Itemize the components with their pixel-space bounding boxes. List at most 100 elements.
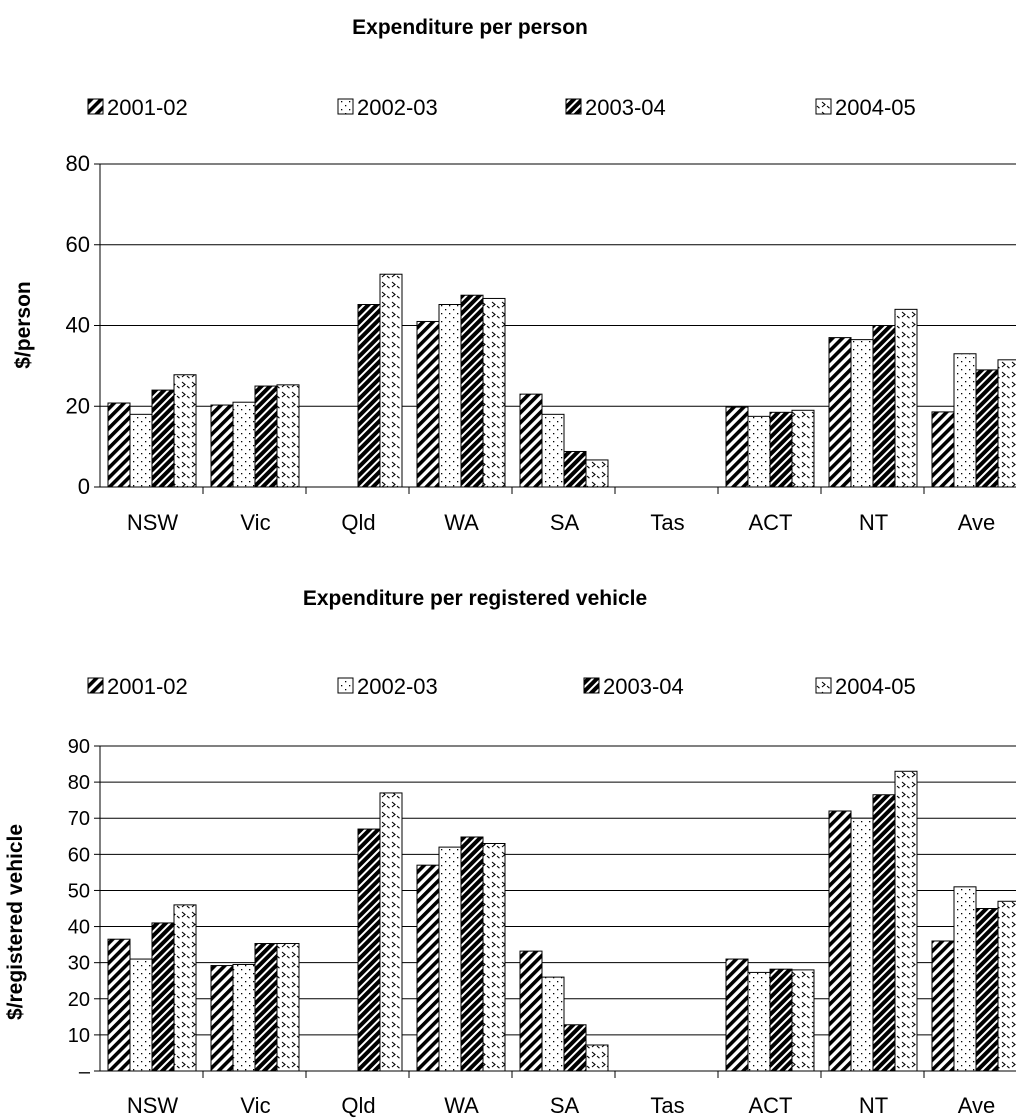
legend: 2001-02 2002-03 2003-04 2004-05 (87, 95, 916, 120)
x-category-label: SA (550, 510, 580, 535)
y-tick-label: 40 (66, 313, 90, 338)
x-category-label: WA (444, 1093, 479, 1118)
y-tick-label: – (79, 1061, 91, 1083)
bar-2001-02-WA (416, 320, 440, 488)
legend-item: 2004-05 (815, 95, 916, 120)
bar-2002-03-Vic (232, 401, 256, 488)
legend-swatch (337, 98, 354, 115)
y-tick-label: 20 (68, 989, 90, 1011)
bar-2002-03-NSW (129, 958, 153, 1072)
x-category-label: Ave (958, 1093, 996, 1118)
y-tick-label: 30 (68, 953, 90, 975)
bar-2003-04-Qld (357, 828, 381, 1072)
bar-2003-04-SA (563, 450, 587, 488)
bar-2004-05-NT (894, 770, 918, 1072)
y-tick-label: 60 (66, 232, 90, 257)
bar-2004-05-NSW (173, 374, 197, 488)
legend-item: 2003-04 (583, 674, 684, 699)
y-tick-label: 20 (66, 393, 90, 418)
x-category-label: SA (550, 1093, 580, 1118)
y-tick-label: 10 (68, 1025, 90, 1047)
bar-2003-04-Ave (975, 908, 999, 1072)
bar-2004-05-Vic (276, 384, 300, 488)
y-axis-title: $/registered vehicle (4, 824, 27, 1020)
x-category-label: Tas (650, 1093, 684, 1118)
legend-label: 2001-02 (107, 95, 188, 120)
bar-2002-03-ACT (747, 415, 771, 488)
y-tick-label: 90 (68, 736, 90, 758)
bar-2003-04-Ave (975, 369, 999, 488)
bar-2001-02-ACT (725, 958, 749, 1072)
bar-2004-05-NT (894, 308, 918, 488)
plot-area: 0 20 40 60 80 NSW Vic Qld WA SA Tas ACT NT Ave (66, 151, 1016, 535)
bar-2003-04-Vic (254, 943, 278, 1072)
legend-swatch (815, 98, 832, 115)
x-category-label: WA (444, 510, 479, 535)
x-category-label: NSW (127, 1093, 179, 1118)
bar-2001-02-NSW (107, 938, 131, 1072)
bar-2002-03-NT (850, 339, 874, 488)
y-axis-title: $/person (12, 281, 35, 369)
x-category-label: Tas (650, 510, 684, 535)
x-category-label: Qld (341, 1093, 375, 1118)
bar-2004-05-Qld (379, 792, 403, 1072)
bar-2004-05-WA (482, 297, 506, 488)
y-tick-label: 60 (68, 844, 90, 866)
bar-2001-02-SA (519, 393, 543, 488)
bar-2003-04-WA (460, 294, 484, 488)
bar-2003-04-WA (460, 836, 484, 1072)
legend-label: 2004-05 (835, 674, 916, 699)
bar-2003-04-NT (872, 325, 896, 488)
bar-2002-03-Ave (953, 886, 977, 1072)
legend-item: 2002-03 (337, 674, 438, 699)
bar-2004-05-ACT (791, 409, 815, 488)
bar-2003-04-NT (872, 794, 896, 1072)
x-category-label: Qld (341, 510, 375, 535)
legend-swatch (583, 677, 600, 694)
chart-expenditure-per-registered-vehicle: Expenditure per registered vehicle 2001-… (4, 587, 1016, 1118)
bar-2002-03-SA (541, 976, 565, 1072)
legend-label: 2002-03 (357, 95, 438, 120)
bar-2004-05-SA (585, 1044, 609, 1072)
bar-2002-03-WA (438, 846, 462, 1072)
y-tick-label: 0 (78, 474, 90, 499)
y-tick-label: 70 (68, 808, 90, 830)
y-tick-label: 80 (68, 772, 90, 794)
bar-2004-05-Ave (997, 359, 1016, 488)
legend-label: 2002-03 (357, 674, 438, 699)
bar-2001-02-WA (416, 864, 440, 1072)
bar-2002-03-NSW (129, 413, 153, 488)
y-tick-label: 40 (68, 917, 90, 939)
legend-label: 2001-02 (107, 674, 188, 699)
bar-2003-04-ACT (769, 968, 793, 1072)
legend-item: 2004-05 (815, 674, 916, 699)
bar-2001-02-Vic (210, 965, 234, 1072)
bar-2001-02-NSW (107, 402, 131, 488)
x-category-label: NT (859, 1093, 888, 1118)
bar-2002-03-WA (438, 304, 462, 488)
x-category-label: ACT (749, 510, 793, 535)
legend: 2001-02 2002-03 2003-04 2004-05 (87, 674, 916, 699)
bar-2003-04-ACT (769, 411, 793, 488)
legend-swatch (87, 677, 104, 694)
bar-2003-04-Qld (357, 304, 381, 488)
bar-2004-05-Qld (379, 273, 403, 488)
legend-swatch (815, 677, 832, 694)
legend-swatch (87, 98, 104, 115)
legend-label: 2004-05 (835, 95, 916, 120)
legend-label: 2003-04 (603, 674, 684, 699)
bar-2002-03-Ave (953, 353, 977, 488)
bar-2001-02-ACT (725, 406, 749, 488)
legend-swatch (565, 98, 582, 115)
legend-item: 2002-03 (337, 95, 438, 120)
x-category-label: ACT (749, 1093, 793, 1118)
y-tick-label: 50 (68, 880, 90, 902)
legend-item: 2001-02 (87, 674, 188, 699)
bar-2004-05-WA (482, 843, 506, 1072)
x-category-label: NSW (127, 510, 179, 535)
bar-2002-03-ACT (747, 971, 771, 1072)
bar-2003-04-Vic (254, 385, 278, 488)
bar-2003-04-NSW (151, 389, 175, 488)
chart-expenditure-per-person: Expenditure per person 2001-02 2002-03 200… (12, 16, 1016, 535)
